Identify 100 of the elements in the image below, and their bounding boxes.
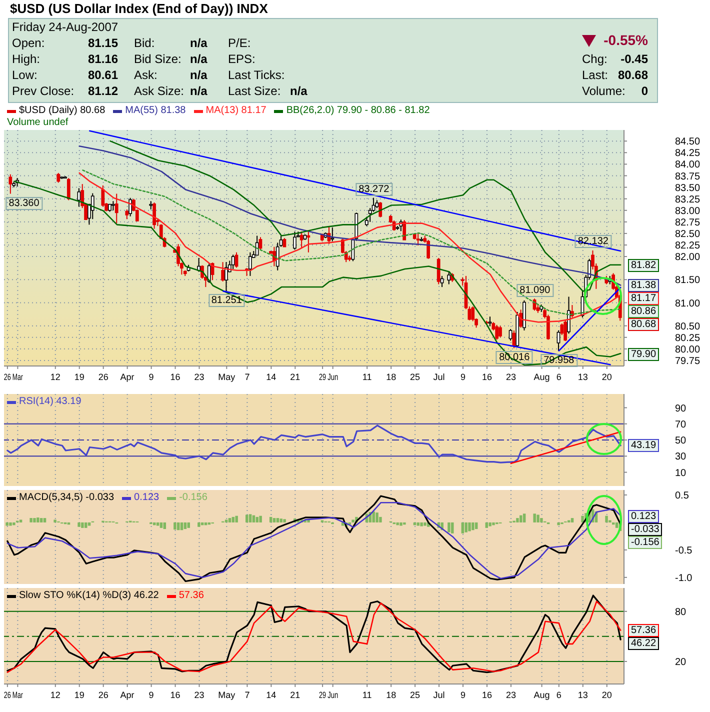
- bar: [256, 516, 259, 522]
- x-tick-label: 26: [98, 372, 108, 382]
- candlestick: [498, 325, 502, 338]
- candlestick: [221, 262, 224, 282]
- text: Last Ticks:: [228, 68, 285, 82]
- y-tick-label: 81.00: [675, 298, 700, 310]
- bar: [269, 516, 272, 522]
- y-tick-label: 83.50: [675, 182, 700, 194]
- bar: [492, 522, 495, 526]
- bar: [352, 520, 354, 522]
- bar: [448, 522, 450, 532]
- x-tick-label: 20: [602, 372, 612, 382]
- line-series: [6, 424, 622, 464]
- candlestick: [300, 231, 304, 249]
- x-tick-label: Jun: [328, 372, 342, 382]
- x-tick-label: 26: [98, 690, 108, 700]
- candlestick: [207, 262, 211, 284]
- bar: [252, 515, 256, 522]
- annotation: 83.272: [356, 182, 392, 196]
- legend-label: 0.123: [134, 492, 160, 504]
- candlestick: [114, 193, 118, 224]
- annotation: -0.033: [628, 522, 662, 536]
- annotation: 81.38: [628, 279, 660, 292]
- text: Last Size:: [228, 84, 281, 98]
- x-tick-label: 14: [266, 690, 276, 700]
- bar: [379, 516, 382, 522]
- candlestick: [152, 202, 156, 230]
- candlestick: [330, 226, 334, 242]
- bar: [522, 514, 526, 522]
- bar: [184, 522, 187, 530]
- text: Chg:: [582, 52, 608, 66]
- bar: [472, 522, 474, 530]
- x-tick-label: 9: [148, 690, 154, 700]
- candlestick: [306, 231, 310, 253]
- bar: [81, 522, 84, 528]
- bar: [474, 522, 478, 530]
- annotation: 81.090: [516, 284, 554, 297]
- text: EPS:: [228, 52, 256, 66]
- text: Bid Size:: [134, 52, 182, 66]
- candlestick: [440, 275, 444, 288]
- legend-label: $USD (Daily) 80.68: [18, 105, 106, 117]
- text: Volume:: [582, 84, 626, 98]
- bar: [424, 522, 426, 526]
- candlestick: [128, 197, 132, 217]
- y-tick-label: 84.25: [675, 148, 700, 160]
- x-tick-label: 11: [362, 372, 372, 382]
- x-tick-label: 9: [460, 372, 466, 382]
- x-tick-label: Aug: [534, 690, 550, 700]
- candlestick: [77, 188, 81, 208]
- candlestick: [56, 172, 60, 184]
- bar: [276, 518, 280, 522]
- candlestick: [416, 232, 420, 246]
- bar: [536, 514, 540, 522]
- candlestick: [488, 316, 492, 327]
- bar: [461, 522, 464, 534]
- legend-label: RSI(14) 43.19: [19, 396, 82, 408]
- candlestick: [248, 252, 252, 276]
- bar: [520, 515, 522, 522]
- bar: [43, 518, 46, 522]
- bar: [403, 522, 406, 525]
- bar: [84, 522, 88, 528]
- bar: [9, 522, 12, 526]
- x-tick-label: Jul: [433, 372, 445, 382]
- y-tick-label: 50: [675, 436, 687, 447]
- bar: [198, 522, 200, 527]
- candlestick: [258, 236, 262, 250]
- bar: [468, 522, 471, 532]
- y-tick-label: 0.5: [675, 490, 690, 502]
- text: Ask:: [134, 68, 158, 82]
- bar: [376, 512, 378, 522]
- text: 80.61: [88, 68, 118, 82]
- bar: [516, 518, 519, 522]
- x-tick-label: 7: [244, 372, 250, 382]
- x-tick-label: 23: [506, 690, 516, 700]
- y-tick-label: 82.25: [675, 240, 700, 252]
- x-tick-label: 6: [556, 690, 562, 700]
- legend-label: MA(13) 81.17: [204, 105, 266, 117]
- candlestick: [66, 178, 70, 201]
- text: Open:: [12, 36, 45, 50]
- x-tick-label: 20: [602, 690, 612, 700]
- candlestick: [231, 254, 235, 270]
- candlestick: [564, 320, 568, 342]
- bar: [40, 518, 43, 522]
- bar: [615, 522, 618, 528]
- x-tick-label: Apr: [120, 690, 134, 700]
- y-tick-label: 82.75: [675, 217, 700, 228]
- annotation: 57.36: [628, 624, 660, 638]
- x-tick-label: 9: [148, 372, 154, 382]
- x-tick-label: 25: [410, 372, 420, 382]
- x-tick-label: 18: [386, 690, 396, 700]
- x-tick-label: 16: [170, 372, 180, 382]
- bar: [372, 511, 375, 522]
- bar: [570, 518, 574, 522]
- bar: [163, 522, 166, 530]
- bar: [12, 522, 16, 526]
- bar: [30, 518, 32, 522]
- y-tick-label: 83.75: [675, 171, 700, 182]
- y-tick-label: 83.00: [675, 206, 700, 217]
- x-tick-label: 16: [170, 690, 180, 700]
- y-tick-label: 84.50: [675, 136, 700, 148]
